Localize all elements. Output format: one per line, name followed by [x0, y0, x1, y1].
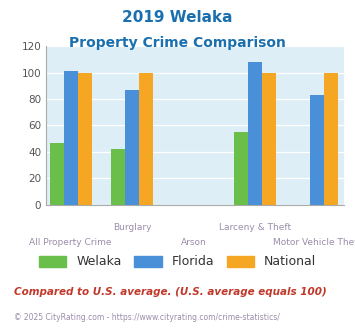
Bar	[50, 143, 64, 205]
Legend: Welaka, Florida, National: Welaka, Florida, National	[34, 250, 321, 274]
Text: Motor Vehicle Theft: Motor Vehicle Theft	[273, 238, 355, 247]
Text: Burglary: Burglary	[113, 223, 152, 232]
Text: 2019 Welaka: 2019 Welaka	[122, 10, 233, 25]
Bar	[310, 95, 324, 205]
Bar	[234, 132, 248, 205]
Bar	[139, 73, 153, 205]
Bar	[111, 149, 125, 205]
Text: Compared to U.S. average. (U.S. average equals 100): Compared to U.S. average. (U.S. average …	[14, 287, 327, 297]
Text: Arson: Arson	[181, 238, 207, 247]
Text: Property Crime Comparison: Property Crime Comparison	[69, 36, 286, 50]
Bar	[324, 73, 338, 205]
Bar	[125, 90, 139, 205]
Text: © 2025 CityRating.com - https://www.cityrating.com/crime-statistics/: © 2025 CityRating.com - https://www.city…	[14, 314, 280, 322]
Text: Larceny & Theft: Larceny & Theft	[219, 223, 291, 232]
Bar	[262, 73, 277, 205]
Bar	[78, 73, 92, 205]
Text: All Property Crime: All Property Crime	[29, 238, 112, 247]
Bar	[64, 71, 78, 205]
Bar	[248, 62, 262, 205]
